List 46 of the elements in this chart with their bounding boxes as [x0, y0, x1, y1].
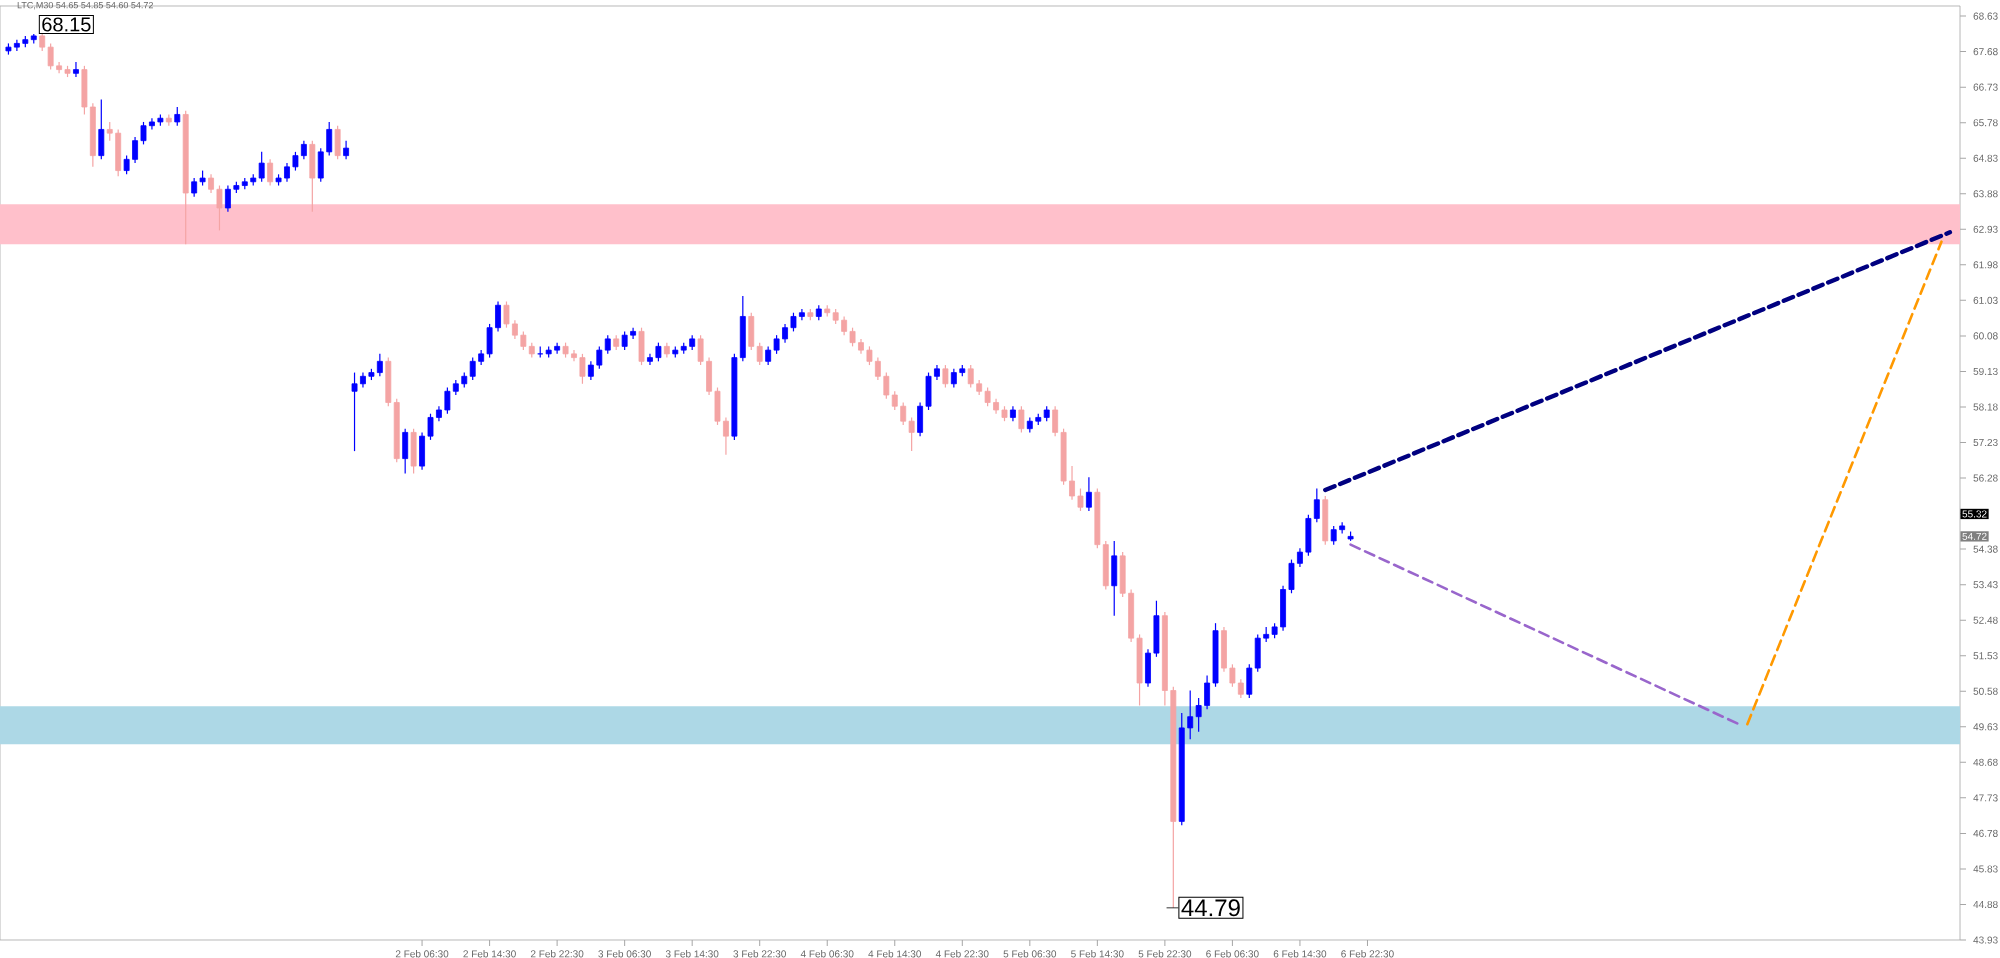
candlestick [1330, 525, 1337, 546]
candlestick [73, 61, 79, 78]
candlestick [1339, 521, 1346, 535]
candlestick [790, 312, 797, 333]
candlestick [765, 345, 772, 366]
candlestick [596, 345, 603, 370]
candlestick [343, 140, 350, 160]
candlestick [1077, 487, 1084, 512]
annotation: 44.79 [1181, 899, 1240, 917]
candlestick [191, 177, 198, 198]
candlestick [402, 428, 409, 475]
candlestick [309, 140, 316, 213]
candlestick [849, 327, 856, 347]
candlestick [1322, 495, 1329, 546]
candlestick [47, 42, 54, 71]
candlestick [655, 342, 662, 362]
candlestick [410, 428, 417, 475]
candlestick [216, 184, 223, 232]
annotation: 68.15 [42, 17, 91, 32]
candlestick [174, 106, 181, 127]
candlestick [984, 386, 991, 407]
candlestick [258, 151, 265, 183]
candlestick [300, 140, 307, 160]
candlestick [267, 158, 274, 187]
candlestick [1018, 405, 1025, 434]
candlestick [621, 330, 628, 351]
candlestick [520, 330, 527, 351]
candlestick [942, 364, 949, 389]
candlestick [900, 401, 907, 426]
candlestick [351, 371, 358, 452]
candlestick [503, 300, 510, 329]
candlestick [1085, 476, 1092, 512]
candlestick [334, 125, 341, 160]
candlestick [967, 364, 974, 389]
candlestick [638, 327, 645, 366]
candlestick [773, 334, 780, 355]
candlestick [98, 98, 105, 160]
candlestick [579, 353, 586, 385]
candlestick [376, 353, 383, 377]
candlestick [469, 357, 476, 381]
candlestick [115, 128, 122, 177]
candlestick [1111, 540, 1118, 617]
candlestick [950, 368, 957, 389]
candlestick [798, 308, 805, 321]
candlestick [444, 386, 451, 415]
candlestick [292, 151, 299, 172]
